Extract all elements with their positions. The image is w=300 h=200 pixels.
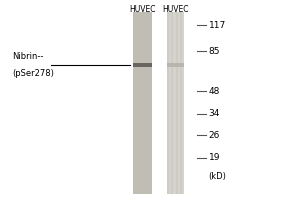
Text: 26: 26 [208, 131, 220, 140]
Text: HUVEC: HUVEC [129, 4, 156, 14]
Bar [167, 12, 169, 194]
Text: HUVEC: HUVEC [162, 4, 189, 14]
Text: (pSer278): (pSer278) [12, 68, 54, 77]
Text: 48: 48 [208, 87, 220, 96]
Text: (kD): (kD) [208, 171, 226, 180]
Bar [180, 12, 182, 194]
Bar [133, 63, 152, 67]
Text: Nibrin--: Nibrin-- [12, 52, 43, 61]
Text: 19: 19 [208, 154, 220, 162]
Bar [171, 12, 173, 194]
Text: 85: 85 [208, 46, 220, 55]
Bar [167, 63, 184, 67]
Text: 34: 34 [208, 109, 220, 118]
Bar [167, 12, 184, 194]
Bar [176, 12, 178, 194]
Bar [133, 12, 152, 194]
Text: 117: 117 [208, 21, 226, 29]
